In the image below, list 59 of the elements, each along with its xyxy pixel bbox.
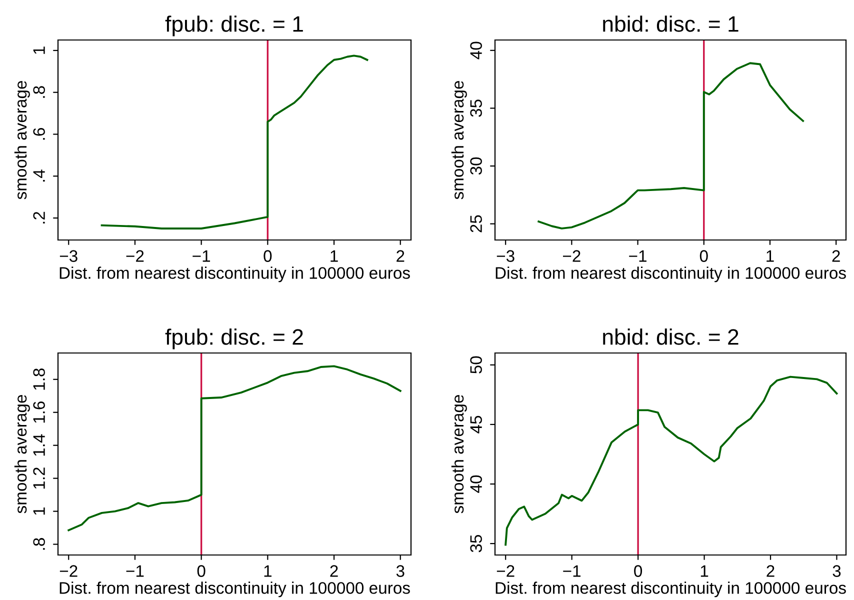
x-tick-label: −2	[60, 565, 78, 577]
x-tick-label: 2	[396, 250, 404, 262]
x-tick-label: 3	[832, 565, 841, 577]
x-tick-label: 0	[197, 565, 206, 577]
y-tick-label: 40	[470, 475, 482, 493]
x-tick-label: −1	[563, 565, 581, 577]
y-tick-label: .6	[33, 128, 45, 140]
x-tick-label: 0	[264, 250, 272, 262]
line-series	[100, 54, 368, 230]
x-tick-label: −1	[629, 250, 646, 262]
y-tick-label: 45	[470, 416, 482, 434]
x-axis-title: Dist. from nearest discontinuity in 100000 euros	[60, 582, 410, 598]
x-axis-title: Dist. from nearest discontinuity in 100000 euros	[60, 266, 410, 282]
y-tick-label: .2	[33, 212, 45, 224]
y-axis-title: smooth average	[14, 80, 30, 200]
x-tick-label: −1	[126, 565, 144, 577]
x-axis-title: Dist. from nearest discontinuity in 100000 euros	[496, 266, 846, 282]
y-tick-label: 40	[470, 42, 482, 60]
y-tick-label: 25	[470, 215, 482, 232]
chart-title: nbid: disc. = 1	[603, 16, 738, 32]
y-tick-label: 35	[470, 100, 482, 117]
chart-title: fpub: disc. = 2	[165, 328, 303, 350]
y-tick-label: 30	[470, 157, 482, 175]
x-tick-label: −2	[563, 250, 580, 262]
chart-title: nbid: disc. = 2	[603, 328, 738, 345]
x-tick-label: 1	[264, 565, 272, 577]
chart-title: fpub: disc. = 1	[165, 16, 303, 36]
y-tick-label: 1	[33, 46, 45, 54]
y-tick-label: .8	[33, 86, 45, 98]
x-tick-label: −2	[496, 565, 514, 577]
x-tick-label: 2	[832, 250, 840, 262]
x-tick-label: 1	[330, 250, 338, 262]
line-series	[538, 62, 804, 230]
x-tick-label: 3	[396, 565, 404, 577]
x-tick-label: 0	[700, 250, 708, 262]
y-axis-title: smooth average	[14, 394, 30, 514]
x-tick-label: −3	[60, 250, 78, 262]
y-tick-label: 50	[470, 356, 482, 374]
y-axis-title: smooth average	[451, 80, 467, 200]
x-tick-label: −2	[126, 250, 144, 262]
y-tick-label: 1.2	[33, 468, 45, 489]
y-axis-title: smooth average	[451, 394, 467, 514]
x-axis-title: Dist. from nearest discontinuity in 100000 euros	[496, 582, 846, 598]
y-tick-label: 1.4	[33, 434, 45, 456]
y-tick-label: 35	[470, 534, 482, 552]
x-tick-label: 2	[766, 565, 774, 577]
line-series	[68, 365, 402, 532]
x-tick-label: 2	[330, 565, 338, 577]
x-tick-label: −3	[496, 250, 514, 262]
line-series	[504, 376, 838, 546]
x-tick-label: 1	[700, 565, 708, 577]
y-tick-label: 1.8	[33, 368, 45, 390]
x-tick-label: 0	[634, 565, 642, 577]
x-tick-label: 1	[766, 250, 774, 262]
y-tick-label: .8	[33, 538, 45, 550]
x-tick-label: −1	[192, 250, 210, 262]
y-tick-label: 1.6	[33, 402, 45, 423]
y-tick-label: .4	[33, 170, 45, 182]
y-tick-label: 1	[33, 507, 45, 515]
